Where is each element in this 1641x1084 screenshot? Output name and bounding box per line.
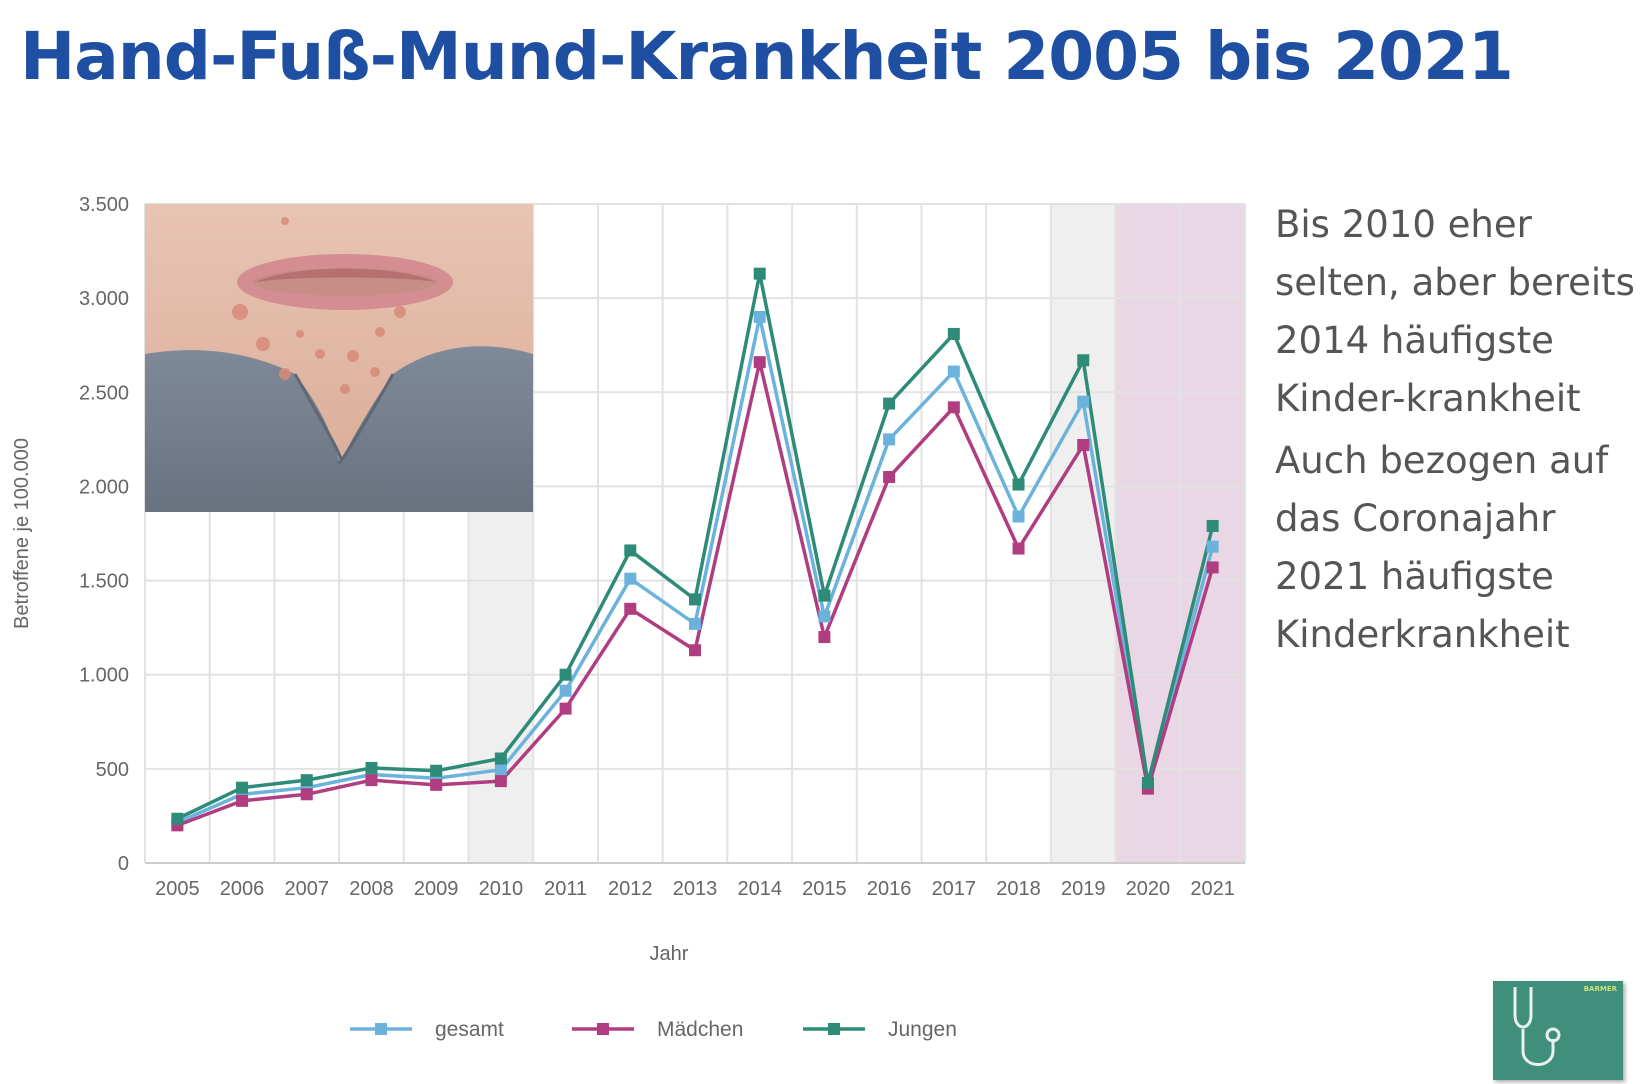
marker-Jungen [559,668,572,681]
marker-gesamt [624,572,637,585]
marker-Jungen [365,761,378,774]
marker-Mädchen [559,702,572,715]
y-tick-label: 1.000 [79,665,129,687]
legend-marker-Mädchen [597,1023,609,1035]
x-tick-label: 2019 [1061,878,1106,900]
x-tick-label: 2005 [155,878,200,900]
marker-gesamt [883,433,896,446]
x-tick-label: 2007 [285,878,330,900]
marker-Jungen [753,267,766,280]
x-tick-label: 2013 [673,878,718,900]
marker-Mädchen [494,775,507,788]
legend-label-Jungen: Jungen [888,1018,957,1041]
marker-Jungen [171,812,184,825]
x-tick-label: 2009 [414,878,459,900]
marker-Jungen [947,327,960,340]
x-tick-label: 2010 [479,878,524,900]
marker-Mädchen [300,788,313,801]
child-mouth-photo [145,204,533,512]
x-tick-label: 2014 [737,878,782,900]
grid-lines [144,203,1246,864]
side-notes: Bis 2010 eher selten, aber bereits 2014 … [1275,196,1635,664]
marker-gesamt [494,763,507,776]
marker-Mädchen [883,471,896,484]
band-2020 [1115,204,1181,863]
marker-Jungen [818,589,831,602]
marker-Mädchen [947,401,960,414]
marker-Jungen [1206,519,1219,532]
marker-Mädchen [753,356,766,369]
y-tick-label: 1.500 [79,571,129,593]
marker-gesamt [947,365,960,378]
x-tick-label: 2015 [802,878,847,900]
marker-Mädchen [1012,542,1025,555]
x-axis-label: Jahr [650,943,689,965]
barmer-logo: BARMER [1493,981,1623,1080]
marker-gesamt [818,610,831,623]
marker-gesamt [689,617,701,630]
marker-Jungen [494,752,507,765]
stethoscope-icon [1513,987,1561,1066]
marker-Mädchen [624,602,637,615]
x-tick-label: 2020 [1126,878,1171,900]
legend-marker-gesamt [375,1023,387,1035]
marker-Jungen [1012,478,1025,491]
marker-Mädchen [818,631,831,644]
marker-Jungen [430,764,443,777]
legend-label-gesamt: gesamt [435,1018,504,1041]
y-tick-label: 3.000 [79,288,129,310]
legend-marker-Jungen [828,1023,840,1035]
series-markers [171,267,1219,832]
x-tick-label: 2017 [932,878,977,900]
x-tick-label: 2012 [608,878,653,900]
marker-Jungen [624,544,637,557]
x-axis-ticks: 2005 2006 2007 2008 2009 2010 2011 2012 2013 2014… [155,878,1235,900]
y-tick-label: 3.500 [79,194,129,216]
marker-Jungen [1141,776,1154,789]
marker-Mädchen [689,644,701,657]
marker-Jungen [1077,354,1090,367]
y-tick-label: 500 [96,759,129,781]
x-tick-label: 2011 [544,878,587,900]
slide-title: Hand-Fuß-Mund-Krankheit 2005 bis 2021 [20,18,1514,95]
marker-gesamt [1206,540,1219,553]
y-axis-ticks: 0 500 1.000 1.500 2.000 2.500 3.000 3.500 [79,194,129,875]
highlight-bands [468,204,1245,863]
marker-Mädchen [236,794,249,807]
marker-Jungen [689,593,701,606]
marker-Mädchen [1206,561,1219,574]
x-tick-label: 2008 [349,878,394,900]
y-tick-label: 0 [118,853,129,875]
legend: gesamt Mädchen Jungen [350,1018,957,1041]
marker-Jungen [236,781,249,794]
marker-gesamt [1012,510,1025,523]
x-tick-label: 2006 [220,878,265,900]
marker-Mädchen [365,774,378,787]
legend-label-Mädchen: Mädchen [657,1018,743,1041]
band-2021 [1180,204,1245,863]
x-tick-label: 2016 [867,878,912,900]
y-tick-label: 2.000 [79,476,129,498]
logo-text: BARMER [1583,985,1617,993]
marker-Mädchen [1077,439,1090,452]
marker-gesamt [559,684,572,697]
y-axis-label: Betroffene je 100.000 [11,438,33,629]
marker-Mädchen [430,778,443,791]
y-tick-label: 2.500 [79,382,129,404]
marker-Jungen [300,774,313,787]
x-tick-label: 2018 [996,878,1041,900]
note-paragraph-2: Auch bezogen auf das Coronajahr 2021 häu… [1275,439,1609,656]
marker-gesamt [753,310,766,323]
marker-Jungen [883,397,896,410]
x-tick-label: 2021 [1190,878,1235,900]
note-paragraph-1: Bis 2010 eher selten, aber bereits 2014 … [1275,203,1635,420]
marker-gesamt [1077,395,1090,408]
